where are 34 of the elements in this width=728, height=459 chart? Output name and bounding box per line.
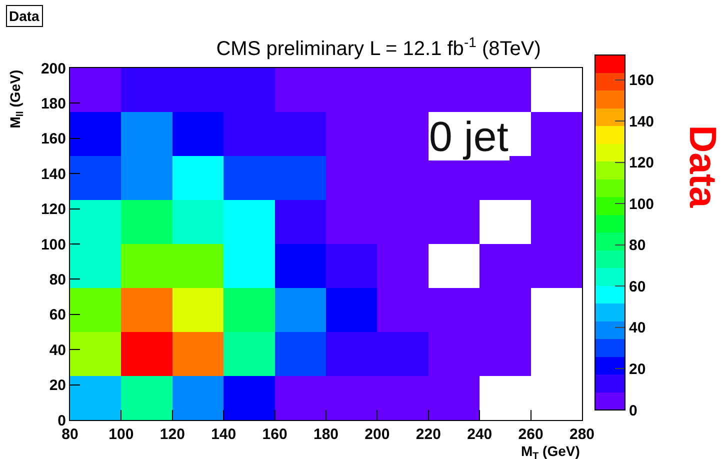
color-bar-label: 160 <box>629 72 654 90</box>
color-bar-label: 0 <box>629 402 638 420</box>
x-tick-label: 280 <box>569 426 595 443</box>
y-tick-label: 20 <box>49 377 66 394</box>
color-bar-label: 60 <box>629 278 646 296</box>
x-axis-title: M$_{T}$ (GeV) <box>521 443 580 459</box>
x-tick-label: 160 <box>262 426 288 443</box>
x-tick-label: 200 <box>364 426 390 443</box>
x-tick-label: 140 <box>211 426 236 443</box>
y-tick-label: 160 <box>40 130 66 148</box>
y-tick-label: 120 <box>40 201 66 218</box>
color-bar-title: Data <box>680 125 723 208</box>
x-tick-label: 120 <box>160 426 185 443</box>
x-tick-label: 100 <box>108 426 134 443</box>
y-tick-label: 80 <box>49 271 66 288</box>
annotation: 0 jet <box>429 113 509 160</box>
x-tick-label: 240 <box>467 426 492 443</box>
color-bar-label: 100 <box>629 196 654 213</box>
y-tick-label: 100 <box>40 236 66 254</box>
chart-title: CMS preliminary L = 12.1 fb$^{-1}$ (8TeV) <box>216 34 541 60</box>
x-tick-label: 260 <box>518 426 544 443</box>
color-bar-label: 140 <box>629 113 654 130</box>
y-tick-label: 180 <box>40 95 66 112</box>
color-bar-label: 20 <box>629 360 646 378</box>
y-tick-label: 60 <box>49 306 66 324</box>
y-tick-label: 140 <box>40 166 66 183</box>
color-bar-label: 120 <box>629 154 654 172</box>
x-tick-label: 180 <box>313 426 339 443</box>
color-bar-label: 40 <box>629 320 646 337</box>
color-bar-label: 80 <box>629 237 646 254</box>
y-tick-label: 40 <box>49 342 66 359</box>
x-tick-label: 220 <box>416 426 441 443</box>
y-tick-label: 200 <box>40 60 66 78</box>
text: Data <box>9 8 40 24</box>
